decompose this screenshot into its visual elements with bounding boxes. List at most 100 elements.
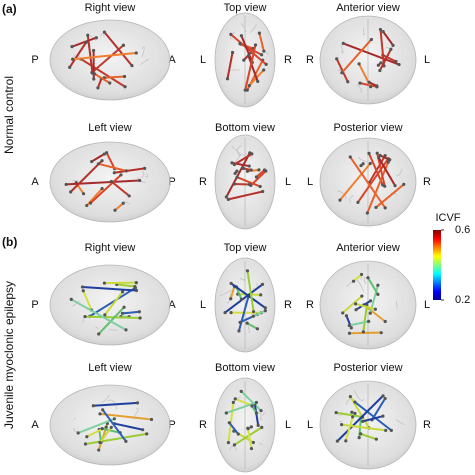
brain [319,137,417,227]
connection [335,411,364,419]
node [360,294,364,298]
node [96,86,100,90]
node [230,50,235,55]
node [83,314,87,319]
node [344,314,349,318]
node [246,426,250,431]
connection [227,401,235,444]
node [254,411,259,415]
node [378,27,383,32]
brain-sulcus [144,173,149,178]
node [357,436,361,440]
node [402,182,406,186]
connection [226,51,234,80]
brain-sulcus [107,399,118,410]
node [101,408,105,412]
connection [233,152,253,166]
connection [247,54,259,83]
connection [348,331,383,335]
node [375,84,379,88]
brain-sulcus [339,420,343,422]
node [256,79,260,83]
connection [341,295,363,314]
connection [349,156,387,209]
brain-sulcus [229,445,237,451]
node [141,428,145,432]
connection [336,394,385,443]
connection [229,33,268,66]
node [102,30,107,34]
orientation-label: L [285,176,291,188]
node [376,63,380,67]
node [351,279,356,283]
node [367,80,371,84]
node [249,446,254,451]
node [376,283,380,287]
node [357,62,361,66]
brain-sulcus [95,326,99,329]
brain [214,12,276,108]
node [102,281,106,285]
node [260,425,264,429]
node [96,162,101,166]
view-title: Left view [88,362,131,374]
brain [319,380,417,470]
node [91,404,95,408]
connection [230,282,267,309]
node [233,397,237,401]
node [254,175,258,179]
connection [93,72,111,84]
node [359,432,363,436]
node [250,404,254,408]
node [335,439,339,443]
node [261,189,265,194]
brain-sulcus [230,31,235,40]
connection [113,422,144,431]
colorbar [433,230,441,300]
node [255,327,260,331]
brain-sulcus [395,419,406,425]
connection [340,38,373,74]
node [69,297,73,301]
orientation-label: R [423,419,431,431]
connection [361,415,384,423]
node [225,77,230,81]
node [239,389,243,393]
node [232,182,236,186]
node [88,201,93,205]
node [347,323,351,328]
node [375,151,379,155]
connection [236,176,262,188]
connection [103,290,124,316]
node [237,329,241,333]
connection [121,310,141,315]
connection [81,285,138,292]
orientation-label: R [306,299,314,311]
node [358,81,362,85]
node [68,65,72,69]
orientation-label: R [199,419,207,431]
node [81,289,85,293]
node [394,59,398,64]
node [86,33,90,37]
brain-sulcus [260,46,269,56]
connection [68,41,88,69]
node [229,311,233,315]
node [367,319,371,323]
brain-sulcus [108,328,118,331]
node [239,297,244,301]
node [366,276,370,280]
node [368,311,372,315]
node [368,161,372,166]
node [243,88,247,92]
connection [96,77,103,89]
node [253,43,258,47]
brain-sulcus [231,145,241,156]
view-title: Bottom view [215,122,275,134]
brain-sulcus [260,412,266,421]
connection [379,154,391,161]
brain-sulcus [349,195,354,204]
node [85,203,89,208]
orientation-label: L [424,299,430,311]
